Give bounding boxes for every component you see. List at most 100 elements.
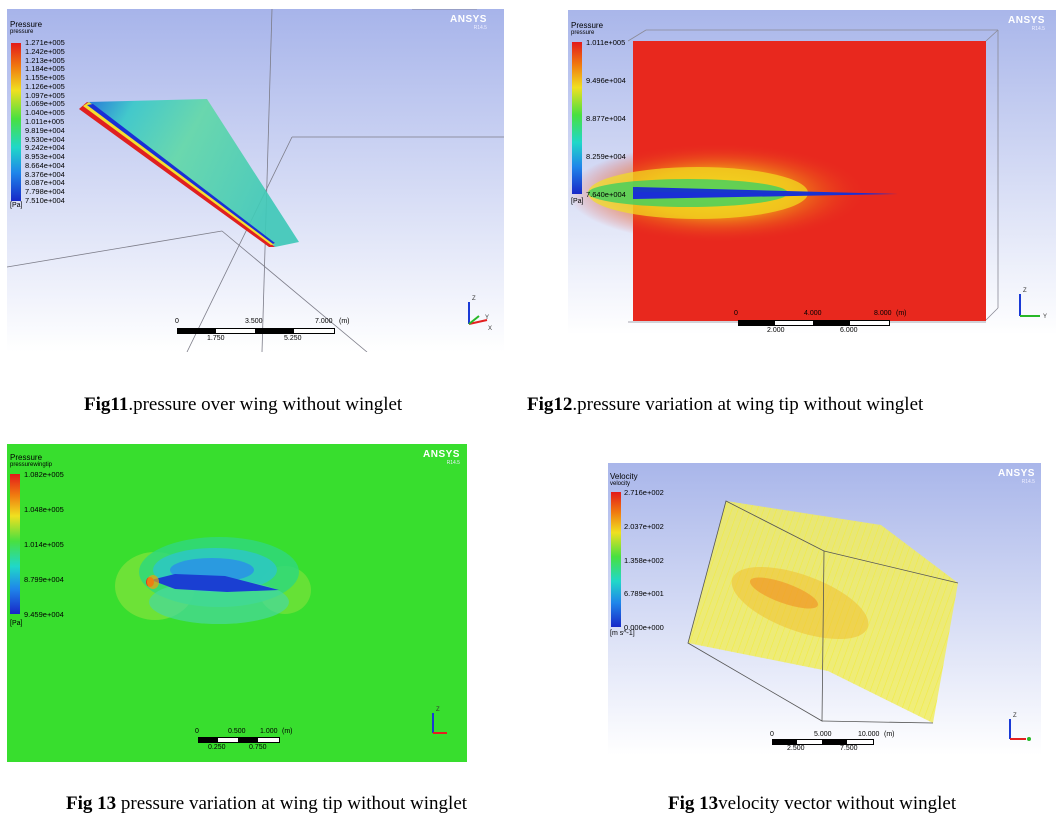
scale-label: 2.500: [787, 745, 805, 752]
fig12-colorbar: [572, 42, 582, 194]
ansys-logo: ANSYS R14.5: [1008, 15, 1045, 32]
ansys-logo: ANSYS R14.5: [450, 14, 487, 31]
scale-label: 7.000: [315, 318, 333, 325]
scale-label: 0: [770, 731, 774, 738]
scale-unit: (m): [896, 310, 907, 317]
caption-fig13b: Fig 13velocity vector without winglet: [668, 793, 956, 815]
legend-level-label: 9.242e+004: [25, 143, 65, 153]
fig13b-panel: Velocity velocity 2.716e+002 2.037e+002 1.…: [608, 463, 1041, 755]
legend-level-label: 1.040e+005: [25, 108, 65, 118]
legend-level-label: 1.097e+005: [25, 90, 65, 100]
legend-title: Pressure: [10, 20, 43, 29]
legend-level-label: 1.014e+005: [24, 540, 64, 549]
scale-label: 5.000: [814, 731, 832, 738]
scale-label: 10.000: [858, 731, 880, 738]
caption-fig11: Fig11.pressure over wing without winglet: [84, 394, 402, 416]
scale-label: 0: [195, 728, 199, 735]
legend-level-label: 0.000e+000: [624, 623, 664, 632]
scale-label: 2.000: [767, 327, 785, 334]
caption-text: .pressure variation at wing tip without …: [572, 394, 924, 415]
legend-level-label: 1.271e+005: [25, 38, 65, 47]
svg-text:Z: Z: [1023, 288, 1027, 294]
caption-label: Fig 13: [668, 793, 719, 814]
fig11-colorbar: [11, 43, 21, 201]
legend-level-label: 1.048e+005: [24, 505, 64, 514]
scale-label: 0.500: [228, 728, 246, 735]
domain-edges: [687, 500, 959, 724]
caption-text: pressure variation at wing tip without w…: [116, 793, 468, 814]
fig12-scale-bar: 0 4.000 8.000 (m) 2.000 6.000: [734, 310, 911, 335]
legend-level-label: 1.213e+005: [25, 55, 65, 65]
scale-label: 3.500: [245, 318, 263, 325]
legend-variable: pressure: [10, 29, 34, 35]
legend-level-label: 7.640e+004: [586, 190, 626, 199]
ansys-logo: ANSYS R14.5: [423, 449, 460, 466]
legend-level-label: 1.069e+005: [25, 99, 65, 109]
legend-level-label: 1.126e+005: [25, 81, 65, 91]
svg-text:Z: Z: [1013, 713, 1017, 719]
caption-label: Fig12: [527, 394, 573, 415]
legend-level-label: 1.184e+005: [25, 64, 65, 74]
scale-label: 0.750: [249, 744, 267, 751]
legend-title: Pressure: [571, 21, 604, 30]
scale-label: 4.000: [804, 310, 822, 317]
legend-level-label: 9.459e+004: [24, 610, 64, 619]
fig12-legend: Pressure pressure: [571, 22, 603, 37]
svg-text:X: X: [488, 326, 492, 332]
legend-variable: velocity: [610, 481, 631, 487]
legend-level-label: 8.953e+004: [25, 152, 65, 162]
caption-label: Fig 13: [66, 793, 117, 814]
scale-label: 1.000: [260, 728, 278, 735]
fig13b-viewport: [608, 463, 1041, 755]
svg-text:Y: Y: [1043, 314, 1047, 320]
legend-level-label: 1.242e+005: [25, 46, 65, 56]
ansys-logo: ANSYS R14.5: [998, 468, 1035, 485]
axis-triad-icon: Z Y: [1019, 288, 1047, 320]
fig11-scale-bar: 0 3.500 7.000 (m) 1.750 5.250: [175, 317, 352, 347]
fig13a-panel: Pressure pressurewingtip 1.082e+005 1.048…: [7, 444, 467, 762]
legend-level-label: 8.799e+004: [24, 575, 64, 584]
legend-level-label: 6.789e+001: [624, 589, 664, 599]
fig13b-scale-bar: 0 5.000 10.000 (m) 2.500 7.500: [770, 731, 900, 755]
legend-level-label: 1.011e+005: [586, 38, 626, 47]
legend-title: Pressure: [10, 453, 43, 462]
fig13a-colorbar: [10, 474, 20, 614]
svg-text:Z: Z: [472, 296, 476, 302]
legend-level-label: 8.259e+004: [586, 152, 626, 161]
legend-level-label: 7.510e+004: [25, 196, 65, 205]
legend-level-label: 8.376e+004: [25, 169, 65, 179]
legend-level-label: 8.877e+004: [586, 114, 626, 123]
legend-variable: pressure: [571, 30, 595, 36]
legend-level-label: 8.087e+004: [25, 178, 65, 188]
fig13a-viewport: [7, 444, 467, 762]
fig11-panel: Pressure pressure 1.271e+005 1.242e+005 1.…: [7, 9, 504, 352]
legend-level-label: 8.664e+004: [25, 160, 65, 170]
scale-unit: (m): [339, 318, 350, 325]
fig13a-scale-bar: 0 0.500 1.000 (m) 0.250 0.750: [195, 728, 306, 756]
scale-unit: (m): [282, 728, 293, 735]
svg-text:Y: Y: [485, 315, 489, 321]
legend-level-label: 2.037e+002: [624, 521, 664, 531]
legend-level-label: 1.358e+002: [624, 555, 664, 565]
legend-level-label: 9.819e+004: [25, 125, 65, 135]
fig13b-colorbar: [611, 492, 621, 627]
scale-label: 6.000: [840, 327, 858, 334]
legend-variable: pressurewingtip: [10, 462, 53, 468]
caption-fig12: Fig12.pressure variation at wing tip wit…: [527, 394, 923, 416]
caption-fig13a: Fig 13 pressure variation at wing tip wi…: [66, 793, 467, 815]
axis-triad-icon: Z: [432, 707, 447, 734]
scale-label: 1.750: [207, 335, 225, 342]
axis-triad-icon: Z: [1009, 713, 1031, 741]
legend-level-label: 1.011e+005: [25, 117, 65, 126]
legend-unit: [Pa]: [10, 620, 23, 627]
legend-title: Velocity: [610, 472, 638, 481]
legend-level-label: 1.082e+005: [24, 470, 64, 479]
wing-surface: [79, 99, 299, 247]
airfoil-section: [151, 574, 279, 592]
fig13a-legend: Pressure pressurewingtip: [10, 454, 52, 469]
caption-label: Fig11: [84, 394, 129, 415]
fig12-panel: Pressure pressure 1.011e+005 9.496e+004 8.…: [568, 10, 1056, 335]
caption-text: .pressure over wing without winglet: [128, 394, 403, 415]
axis-triad-icon: Z Y X: [468, 296, 492, 332]
scale-label: 0: [734, 310, 738, 317]
